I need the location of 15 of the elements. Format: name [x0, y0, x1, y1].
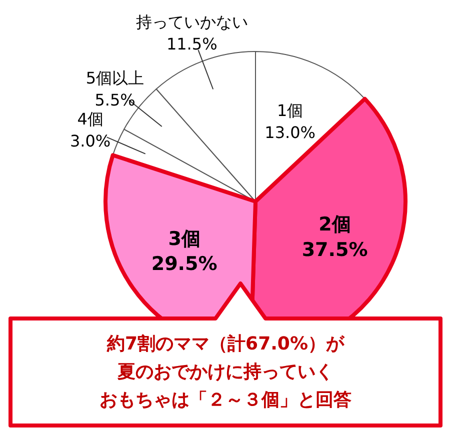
slice-label: 4個 — [77, 110, 104, 129]
slice-label: 持っていかない — [136, 12, 248, 32]
data-label: 5.5% — [94, 90, 136, 110]
slice-label: 1個 — [276, 101, 304, 120]
text: 約7割のママ（計67.0%）が — [106, 334, 345, 354]
data-label: 11.5% — [166, 34, 218, 54]
data-label: 37.5% — [302, 238, 368, 261]
data-label: 3.0% — [70, 131, 111, 150]
data-label: 29.5% — [151, 253, 218, 276]
slice-label: 2個 — [318, 214, 351, 236]
data-label: 13.0% — [264, 123, 316, 142]
text: おもちゃは「２～３個」と回答 — [100, 390, 352, 410]
slice-label: 3個 — [168, 228, 200, 250]
text: 夏のおでかけに持っていく — [116, 362, 334, 382]
slice-label: 5個以上 — [86, 68, 144, 88]
